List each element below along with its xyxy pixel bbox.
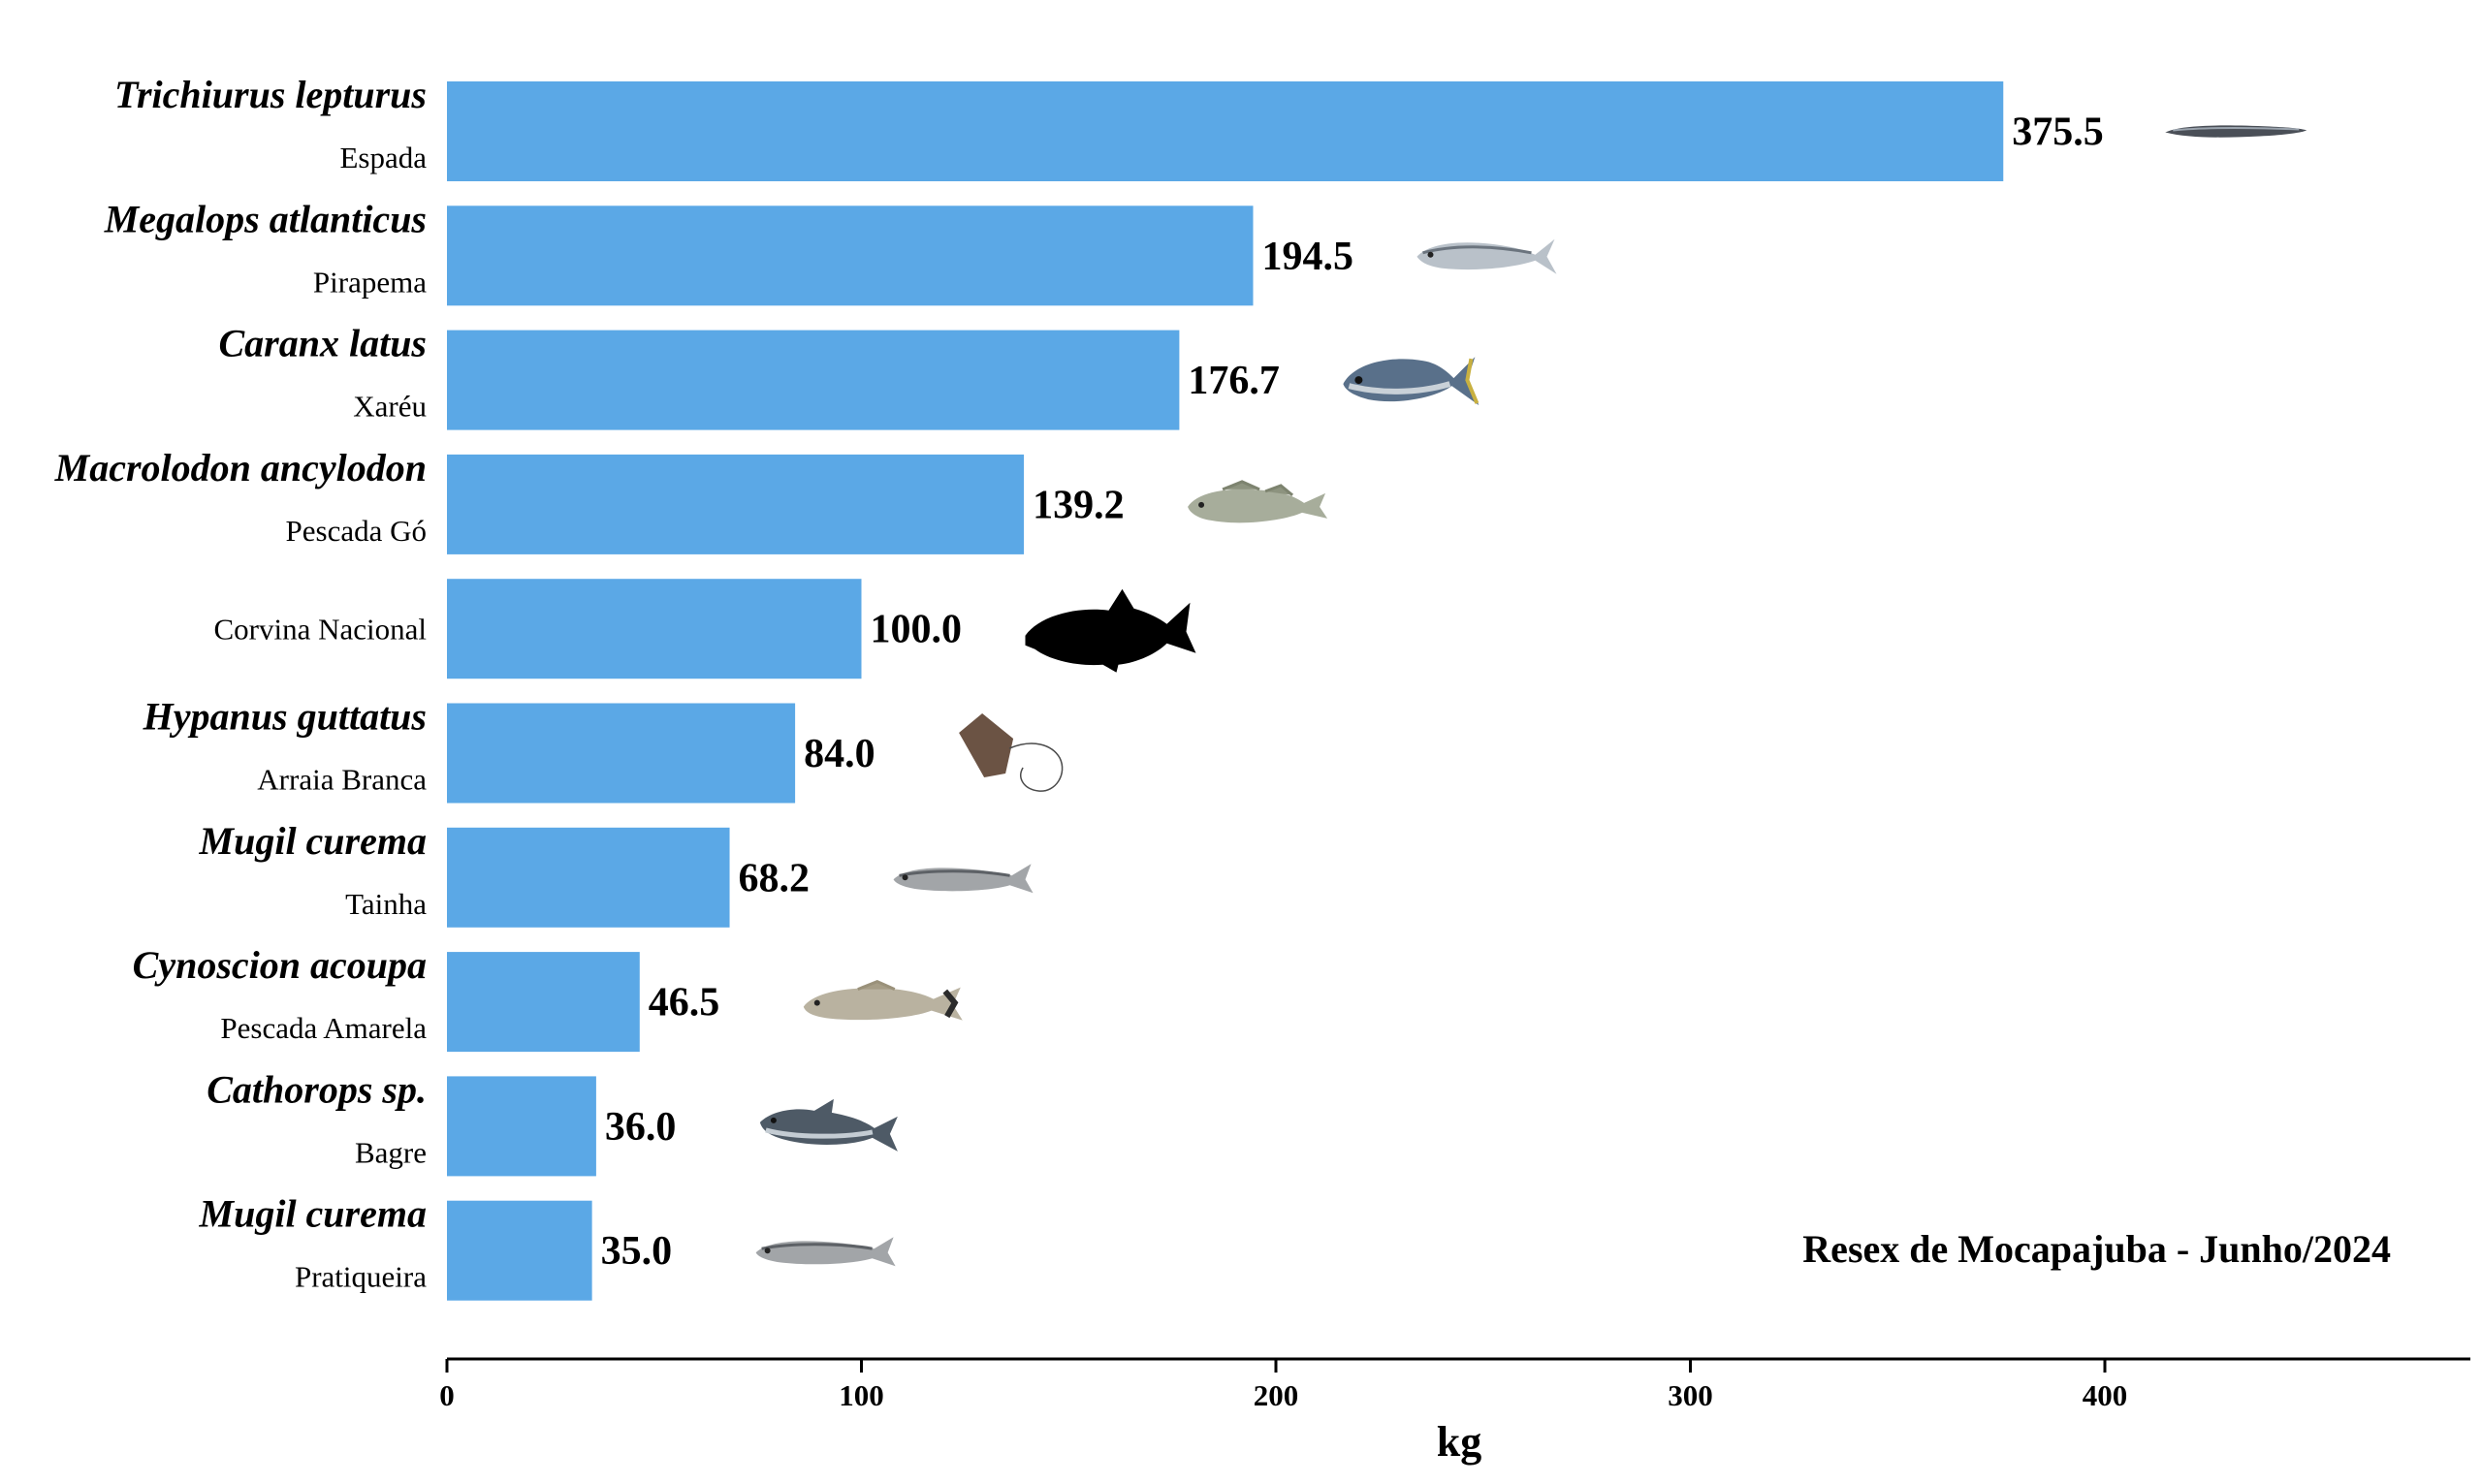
- bar-value-label: 139.2: [1033, 483, 1125, 527]
- scientific-name-label: Megalops atlanticus: [104, 197, 427, 240]
- common-name-label: Bagre: [355, 1135, 427, 1169]
- acoupa-weakfish-icon: [804, 982, 963, 1021]
- bar-value-label: 100.0: [871, 608, 963, 652]
- bar: [447, 952, 640, 1053]
- mullet-icon: [754, 1235, 898, 1268]
- scientific-name-label: Mugil curema: [199, 819, 427, 863]
- stingray-icon: [958, 712, 1064, 792]
- x-tick-label: 300: [1668, 1378, 1713, 1412]
- scientific-name-label: Trichiurus lepturus: [114, 73, 427, 116]
- common-name-label: Xaréu: [353, 390, 427, 424]
- scientific-name-label: Macrolodon ancylodon: [54, 446, 427, 489]
- x-axis: 0 100 200 300 400 kg: [439, 1357, 2470, 1466]
- bar-value-label: 35.0: [601, 1229, 673, 1274]
- bar: [447, 330, 1180, 430]
- bar: [447, 579, 862, 679]
- bar-value-label: 375.5: [2012, 111, 2104, 155]
- jack-icon: [1343, 357, 1479, 405]
- bar: [447, 1200, 592, 1301]
- category-labels-layer: Trichiurus lepturus Espada Megalops atlant…: [54, 73, 428, 1294]
- weakfish-icon: [1186, 480, 1329, 524]
- scientific-name-label: Hypanus guttatus: [143, 695, 427, 739]
- bar-value-label: 68.2: [739, 856, 811, 900]
- common-name-label: Pirapema: [313, 265, 427, 299]
- chart-annotation: Resex de Mocapajuba - Junho/2024: [1802, 1227, 2391, 1271]
- fish-silhouette-icon: [1025, 588, 1196, 673]
- bar-value-label: 46.5: [649, 981, 720, 1026]
- x-tick-label: 200: [1254, 1378, 1299, 1412]
- ribbonfish-icon: [2164, 124, 2308, 139]
- scientific-name-label: Caranx latus: [218, 322, 427, 365]
- bar-value-label: 176.7: [1188, 359, 1280, 403]
- bar: [447, 827, 730, 928]
- bar-value-label: 194.5: [1261, 235, 1353, 279]
- mullet-icon: [892, 862, 1035, 895]
- scientific-name-label: Cathorops sp.: [207, 1067, 427, 1111]
- value-labels-layer: 375.5 194.5 176.7 139.2 100.0 84.0 68.2 46.5 36.…: [601, 111, 2104, 1275]
- bar: [447, 81, 2004, 181]
- common-name-label: Tainha: [345, 887, 427, 921]
- bars-layer: [447, 81, 2004, 1301]
- common-name-label: Pescada Amarela: [220, 1011, 427, 1045]
- common-name-label: Pescada Gó: [286, 514, 427, 548]
- bar: [447, 703, 796, 804]
- bar-value-label: 36.0: [605, 1105, 677, 1150]
- common-name-label: Pratiqueira: [295, 1260, 427, 1294]
- x-axis-title: kg: [1437, 1418, 1481, 1466]
- bar: [447, 1076, 596, 1177]
- scientific-name-label: Cynoscion acoupa: [133, 943, 427, 987]
- catfish-icon: [760, 1099, 898, 1152]
- scientific-name-label: Mugil curema: [199, 1192, 427, 1236]
- bar: [447, 454, 1025, 554]
- x-tick-label: 0: [439, 1378, 455, 1412]
- tarpon-icon: [1415, 237, 1558, 276]
- x-axis-ticks: 0 100 200 300 400: [439, 1359, 2127, 1412]
- common-name-label: Corvina Nacional: [213, 613, 427, 647]
- common-name-label: Espada: [339, 141, 427, 174]
- bar-value-label: 84.0: [804, 732, 875, 776]
- x-tick-label: 400: [2083, 1378, 2128, 1412]
- common-name-label: Arraia Branca: [257, 763, 427, 797]
- bar: [447, 205, 1254, 306]
- x-tick-label: 100: [839, 1378, 884, 1412]
